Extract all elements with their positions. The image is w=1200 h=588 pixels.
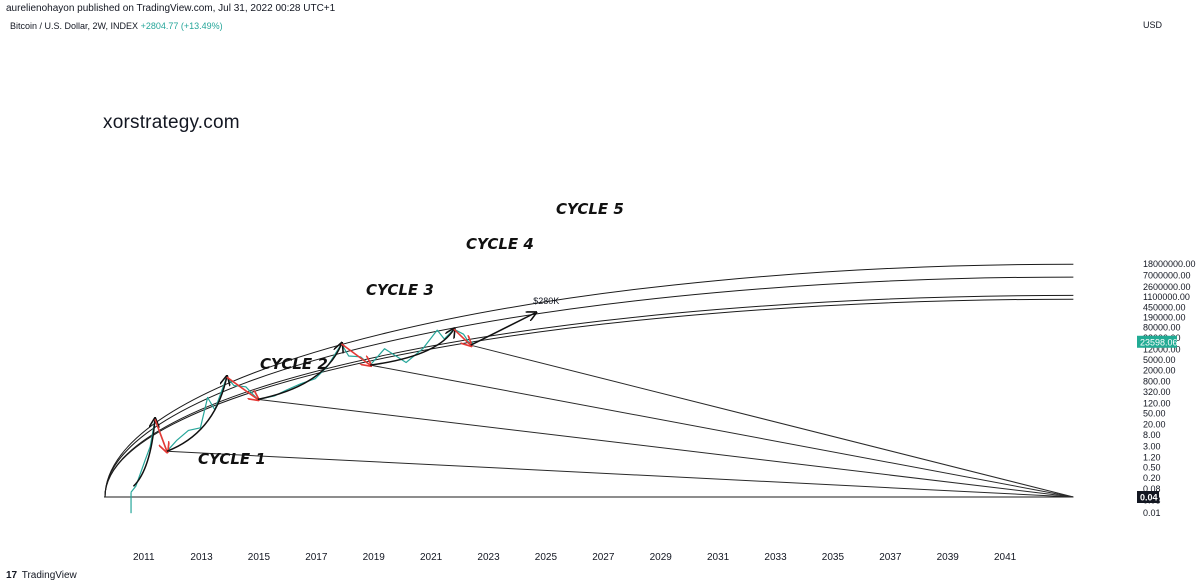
symbol-name[interactable]: Bitcoin / U.S. Dollar, 2W, INDEX xyxy=(10,21,139,31)
arc-line xyxy=(104,298,1074,498)
x-tick-label: 2029 xyxy=(650,552,673,563)
projection-arrow xyxy=(470,313,536,346)
x-tick-label: 2017 xyxy=(305,552,328,563)
footer-brand[interactable]: TradingView xyxy=(21,570,77,581)
red-down-arrow xyxy=(154,418,167,451)
x-tick-label: 2031 xyxy=(707,552,730,563)
price-marker-badge xyxy=(1137,335,1177,348)
red-down-arrow xyxy=(453,328,471,345)
y-tick-label: 2600000.00 xyxy=(1143,282,1191,292)
black-up-arrow xyxy=(257,344,342,401)
y-tick-label: 18000000.00 xyxy=(1143,259,1196,269)
fan-lines xyxy=(166,344,1074,498)
arc-line xyxy=(104,263,1074,498)
cycle-label: CYCLE 2 xyxy=(260,355,328,373)
x-tick-label: 2033 xyxy=(764,552,787,563)
cycle-label: CYCLE 1 xyxy=(198,450,266,468)
y-tick-label: 20.00 xyxy=(1143,419,1166,429)
publisher-line: aurelienohayon published on TradingView.… xyxy=(6,3,336,14)
price-marker-label: 23598.06 xyxy=(1140,337,1178,347)
arc-line xyxy=(104,294,1074,498)
currency-label: USD xyxy=(1143,20,1163,30)
x-tick-label: 2025 xyxy=(535,552,558,563)
target-label: $280K xyxy=(533,296,559,306)
y-tick-label: 1.20 xyxy=(1143,452,1161,462)
cycle-label: CYCLE 3 xyxy=(366,281,434,299)
y-tick-label: 450000.00 xyxy=(1143,302,1186,312)
cycle-labels: CYCLE 1 CYCLE 2 CYCLE 3 CYCLE 4 CYCLE 5 xyxy=(198,200,624,468)
cycle-label: CYCLE 4 xyxy=(466,235,534,253)
y-tick-label: 0.20 xyxy=(1143,473,1161,483)
x-tick-label: 2035 xyxy=(822,552,845,563)
x-tick-label: 2023 xyxy=(477,552,500,563)
x-tick-label: 2027 xyxy=(592,552,615,563)
tradingview-logo-icon[interactable]: 17 xyxy=(6,570,18,581)
fan-line xyxy=(370,364,1074,498)
axis-markers: 23598.06 0.04 xyxy=(1137,335,1178,503)
y-tick-label: 0.01 xyxy=(1143,508,1161,518)
arc-line xyxy=(104,276,1074,498)
y-tick-label: 0.50 xyxy=(1143,462,1161,472)
black-up-arrow xyxy=(370,329,454,366)
y-tick-label: 7000000.00 xyxy=(1143,270,1191,280)
x-tick-label: 2015 xyxy=(248,552,271,563)
arc-bands xyxy=(104,263,1074,498)
x-tick-label: 2019 xyxy=(363,552,386,563)
y-tick-label: 5000.00 xyxy=(1143,355,1176,365)
watermark-text: xorstrategy.com xyxy=(103,112,240,133)
footer: 17 TradingView xyxy=(6,570,77,581)
x-tick-label: 2021 xyxy=(420,552,443,563)
y-tick-label: 800.00 xyxy=(1143,376,1171,386)
red-down-arrow xyxy=(226,376,258,399)
y-tick-label: 2000.00 xyxy=(1143,366,1176,376)
price-change: +2804.77 (+13.49%) xyxy=(140,21,223,31)
fan-line xyxy=(257,398,1074,498)
fan-line xyxy=(166,450,1074,498)
y-tick-label: 3.00 xyxy=(1143,442,1161,452)
y-tick-label: 80000.00 xyxy=(1143,323,1181,333)
y-tick-label: 12000.00 xyxy=(1143,345,1181,355)
time-axis[interactable]: 2011 2013 2015 2017 2019 2021 2023 2025 2027 2029… xyxy=(133,552,1017,563)
level-marker-label: 0.04 xyxy=(1140,493,1158,503)
x-tick-label: 2013 xyxy=(190,552,213,563)
x-tick-label: 2011 xyxy=(133,552,155,563)
black-up-arrow xyxy=(166,377,227,452)
level-marker-badge xyxy=(1137,491,1159,503)
y-tick-label: 120.00 xyxy=(1143,398,1171,408)
y-tick-label: 8.00 xyxy=(1143,430,1161,440)
y-tick-label: 320.00 xyxy=(1143,387,1171,397)
symbol-line: Bitcoin / U.S. Dollar, 2W, INDEX +2804.7… xyxy=(10,21,223,31)
black-up-arrow xyxy=(132,419,155,487)
y-tick-label: 50.00 xyxy=(1143,409,1166,419)
x-tick-label: 2041 xyxy=(994,552,1017,563)
x-tick-label: 2037 xyxy=(879,552,902,563)
cycle-label: CYCLE 5 xyxy=(556,200,624,218)
y-tick-label: 1100000.00 xyxy=(1143,292,1190,302)
y-tick-label: 0.08 xyxy=(1143,484,1161,494)
x-tick-label: 2039 xyxy=(937,552,960,563)
cycle-arrows: $280K xyxy=(132,296,559,487)
y-tick-label: 190000.00 xyxy=(1143,312,1186,322)
fan-line xyxy=(470,344,1074,498)
red-down-arrow xyxy=(341,343,371,365)
